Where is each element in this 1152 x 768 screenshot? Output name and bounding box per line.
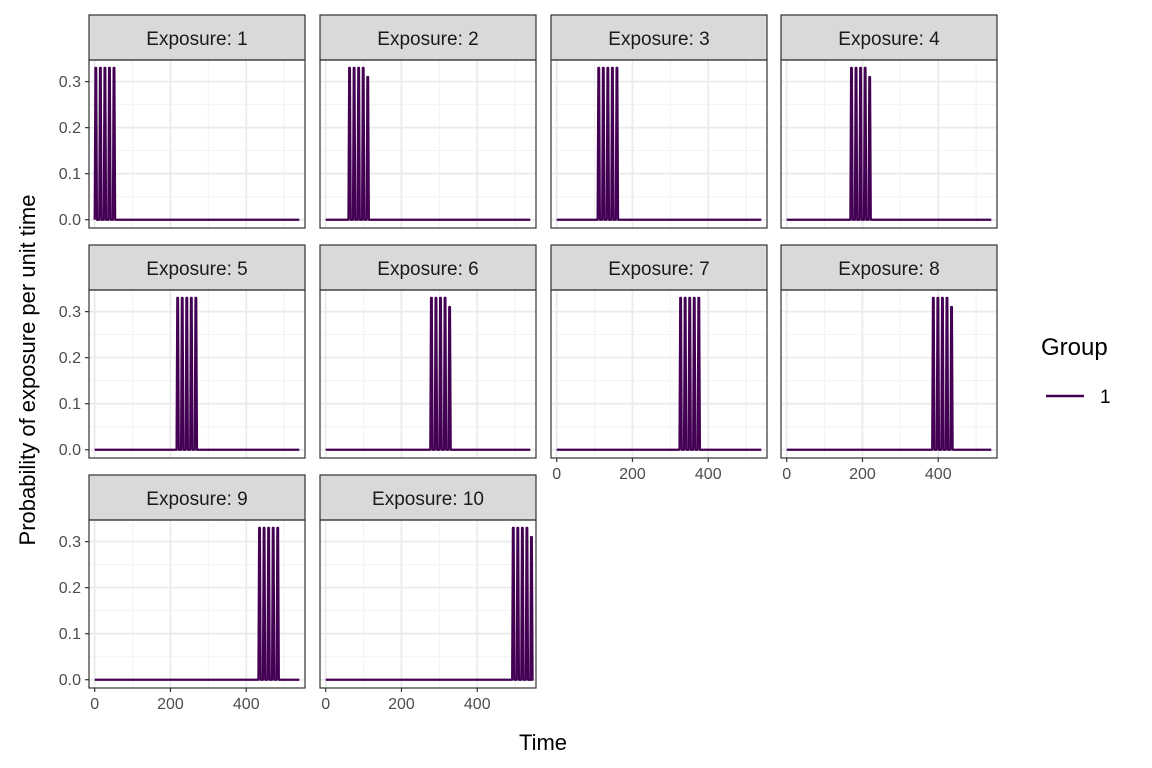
facet-panel: Exposure: 10 0 200 400 — [319, 474, 537, 713]
facet-panel: Exposure: 3 — [550, 14, 768, 229]
facet-strip-label: Exposure: 4 — [838, 29, 940, 50]
x-tick-label: 0 — [90, 696, 99, 713]
panel-border — [780, 59, 998, 229]
facet-panel: Exposure: 5 0.0 0.1 0.2 0.3 — [59, 244, 306, 459]
y-tick-label: 0.0 — [59, 672, 81, 689]
panel-border — [780, 289, 998, 459]
x-tick-label: 400 — [695, 466, 722, 483]
facet-strip — [780, 244, 998, 291]
legend-entry-label: 1 — [1100, 387, 1111, 408]
series-line — [556, 296, 762, 451]
y-tick-label: 0.3 — [59, 304, 81, 321]
facet-strip-label: Exposure: 9 — [146, 489, 247, 510]
y-tick-label: 0.0 — [59, 442, 81, 459]
x-tick-label: 200 — [157, 696, 184, 713]
panel-border — [550, 289, 768, 459]
panel-background — [551, 60, 767, 228]
y-tick-label: 0.2 — [59, 580, 81, 597]
facet-strip — [88, 244, 306, 291]
panel-border — [550, 59, 768, 229]
x-tick-label: 400 — [925, 466, 952, 483]
x-tick-label: 200 — [849, 466, 876, 483]
legend-title: Group — [1041, 334, 1108, 361]
series-line — [325, 66, 531, 221]
facet-panel: Exposure: 9 0.0 0.1 0.2 0.3 0 200 400 — [59, 474, 306, 713]
y-tick-label: 0.2 — [59, 350, 81, 367]
facet-panel: Exposure: 6 — [319, 244, 537, 459]
facet-strip-label: Exposure: 3 — [608, 29, 709, 50]
facet-strip — [319, 474, 537, 521]
panel-border — [319, 519, 537, 689]
series-line — [94, 526, 300, 681]
panel-border — [319, 289, 537, 459]
legend: Group 1 — [1041, 334, 1111, 408]
panel-background — [320, 520, 536, 688]
y-tick-label: 0.1 — [59, 166, 81, 183]
panel-background — [781, 290, 997, 458]
x-tick-label: 0 — [321, 696, 330, 713]
facet-strip — [319, 14, 537, 61]
y-tick-label: 0.2 — [59, 120, 81, 137]
x-tick-label: 200 — [388, 696, 415, 713]
series-line — [556, 66, 762, 221]
x-tick-label: 0 — [782, 466, 791, 483]
facet-strip-label: Exposure: 7 — [608, 259, 709, 280]
facet-strip-label: Exposure: 5 — [146, 259, 247, 280]
panel-border — [319, 59, 537, 229]
panel-border — [88, 59, 306, 229]
y-tick-label: 0.1 — [59, 626, 81, 643]
panel-background — [781, 60, 997, 228]
series-line — [786, 296, 992, 451]
facet-strip — [550, 14, 768, 61]
facet-strip-label: Exposure: 8 — [838, 259, 939, 280]
facet-panel: Exposure: 1 0.0 0.1 0.2 0.3 — [59, 14, 306, 229]
facet-panel: Exposure: 4 — [780, 14, 998, 229]
x-tick-label: 400 — [233, 696, 260, 713]
x-tick-label: 400 — [464, 696, 491, 713]
facet-strip-label: Exposure: 6 — [377, 259, 478, 280]
facet-strip-label: Exposure: 2 — [377, 29, 478, 50]
series-line — [94, 296, 300, 451]
facet-strip — [88, 14, 306, 61]
x-axis-title: Time — [519, 730, 567, 755]
series-line — [325, 526, 534, 681]
y-tick-label: 0.3 — [59, 74, 81, 91]
y-tick-label: 0.1 — [59, 396, 81, 413]
y-axis-title: Probability of exposure per unit time — [15, 195, 40, 546]
facet-panel: Exposure: 2 — [319, 14, 537, 229]
facet-strip — [780, 14, 998, 61]
panel-border — [88, 519, 306, 689]
facet-strip — [319, 244, 537, 291]
y-tick-label: 0.0 — [59, 212, 81, 229]
facet-strip-label: Exposure: 10 — [372, 489, 484, 510]
panel-background — [320, 290, 536, 458]
x-tick-label: 200 — [619, 466, 646, 483]
panel-border — [88, 289, 306, 459]
facet-panel: Exposure: 8 0 200 400 — [780, 244, 998, 483]
x-tick-label: 0 — [552, 466, 561, 483]
facet-panel: Exposure: 7 0 200 400 — [550, 244, 768, 483]
facet-strip — [550, 244, 768, 291]
series-line — [93, 66, 300, 221]
facet-strip-label: Exposure: 1 — [146, 29, 247, 50]
panel-background — [551, 290, 767, 458]
panels-layer: Exposure: 1 0.0 0.1 0.2 0.3 Exposure: 2 Exposu… — [59, 14, 998, 713]
y-tick-label: 0.3 — [59, 534, 81, 551]
series-line — [325, 296, 531, 451]
panel-background — [89, 60, 305, 228]
series-line — [786, 66, 992, 221]
